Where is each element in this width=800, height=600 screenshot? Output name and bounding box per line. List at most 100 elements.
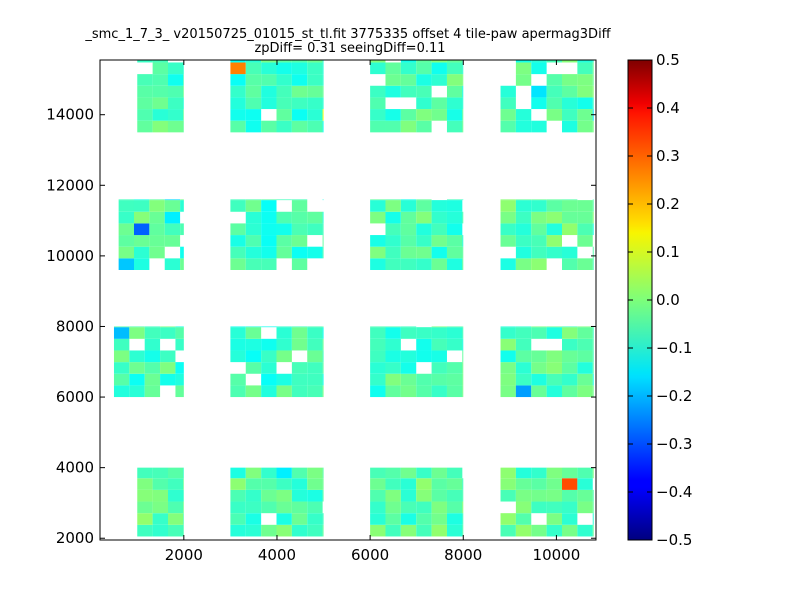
- heatmap-cell: [180, 223, 184, 236]
- heatmap-cell: [276, 246, 292, 259]
- heatmap-cell: [307, 513, 323, 525]
- heatmap-cell: [245, 60, 262, 63]
- heatmap-cells: [113, 60, 594, 537]
- heatmap-cell: [592, 74, 594, 86]
- heatmap-cell: [276, 513, 292, 525]
- y-tick-label: 2000: [56, 529, 94, 547]
- heatmap-cell: [546, 489, 563, 502]
- heatmap-cell: [291, 199, 308, 201]
- heatmap-cell: [307, 211, 323, 224]
- heatmap-cell: [592, 489, 594, 502]
- heatmap-cell: [562, 211, 578, 224]
- heatmap-cell: [462, 327, 464, 339]
- heatmap-cell: [400, 211, 417, 224]
- heatmap-cell: [113, 350, 130, 363]
- heatmap-cell: [500, 373, 516, 386]
- heatmap-cell: [416, 513, 432, 525]
- heatmap-cell: [515, 467, 532, 479]
- colorbar-tick-label: −0.1: [656, 339, 692, 357]
- heatmap-cell: [577, 62, 593, 75]
- heatmap-cell: [245, 223, 262, 236]
- heatmap-cell: [322, 467, 324, 479]
- heatmap-cell: [113, 373, 130, 386]
- heatmap-cell: [431, 478, 447, 490]
- heatmap-cell: [230, 467, 246, 479]
- heatmap-cell: [562, 258, 578, 270]
- heatmap-cell: [446, 501, 463, 514]
- heatmap-cell: [416, 200, 432, 212]
- heatmap-cell: [322, 74, 324, 86]
- heatmap-cell: [230, 501, 246, 514]
- heatmap-cell: [129, 326, 145, 328]
- heatmap-cell: [152, 467, 168, 479]
- heatmap-cell: [261, 258, 277, 270]
- heatmap-cell: [562, 362, 578, 374]
- heatmap-cell: [562, 200, 578, 212]
- heatmap-cell: [118, 223, 134, 236]
- heatmap-cell: [137, 120, 153, 133]
- heatmap-cell: [577, 326, 593, 328]
- heatmap-cell: [307, 478, 323, 490]
- heatmap-cell: [546, 85, 563, 98]
- heatmap-cell: [446, 327, 463, 339]
- heatmap-cell: [385, 467, 401, 479]
- heatmap-cell: [370, 199, 386, 201]
- heatmap-cell: [245, 326, 262, 328]
- heatmap-cell: [462, 524, 464, 537]
- heatmap-cell: [515, 200, 532, 212]
- heatmap-cell: [291, 478, 308, 490]
- heatmap-cell: [515, 223, 532, 236]
- heatmap-cell: [385, 85, 401, 98]
- heatmap-cell: [385, 501, 401, 514]
- heatmap-cell: [152, 489, 168, 502]
- heatmap-cell: [291, 97, 308, 110]
- heatmap-cell: [385, 211, 401, 224]
- heatmap-cell: [276, 211, 292, 224]
- heatmap-cell: [531, 223, 547, 236]
- heatmap-cell: [118, 199, 134, 201]
- heatmap-cell: [562, 199, 578, 201]
- heatmap-cell: [307, 373, 323, 386]
- heatmap-cell: [446, 258, 463, 270]
- heatmap-cell: [416, 223, 432, 236]
- heatmap-cell: [370, 513, 386, 525]
- colorbar-tick-label: 0.2: [656, 195, 680, 213]
- heatmap-cell: [152, 478, 168, 490]
- heatmap-cell: [307, 109, 323, 121]
- heatmap-cell: [261, 246, 277, 259]
- heatmap-cell: [515, 350, 532, 363]
- heatmap-cell: [385, 74, 401, 86]
- heatmap-cell: [129, 385, 145, 398]
- heatmap-cell: [230, 200, 246, 212]
- heatmap-cell: [133, 246, 150, 259]
- heatmap-cell: [592, 513, 594, 525]
- heatmap-cell: [546, 513, 563, 525]
- heatmap-cell: [291, 501, 308, 514]
- heatmap-cell: [307, 62, 323, 75]
- heatmap-cell: [546, 199, 563, 201]
- heatmap-cell: [370, 338, 386, 351]
- heatmap-cell: [400, 62, 417, 75]
- heatmap-cell: [562, 373, 578, 386]
- heatmap-cell: [500, 211, 516, 224]
- heatmap-cell: [500, 120, 516, 133]
- heatmap-cell: [167, 97, 184, 110]
- heatmap-cell: [322, 246, 324, 259]
- heatmap-cell: [261, 211, 277, 224]
- chart-title-line1: _smc_1_7_3_ v20150725_01015_st_tl.fit 37…: [84, 27, 611, 42]
- heatmap-cell: [446, 60, 463, 63]
- heatmap-cell: [230, 513, 246, 525]
- heatmap-cell: [144, 385, 161, 398]
- heatmap-cell: [261, 385, 277, 398]
- heatmap-cell: [370, 524, 386, 537]
- heatmap-cell: [230, 235, 246, 247]
- heatmap-cell: [137, 97, 153, 110]
- heatmap-cell: [370, 97, 386, 110]
- heatmap-cell: [133, 235, 150, 247]
- heatmap-cell: [500, 524, 516, 537]
- heatmap-cell: [113, 327, 130, 339]
- heatmap-cell: [577, 200, 593, 212]
- heatmap-cell: [531, 385, 547, 398]
- heatmap-cell: [546, 326, 563, 328]
- heatmap-cell: [431, 223, 447, 236]
